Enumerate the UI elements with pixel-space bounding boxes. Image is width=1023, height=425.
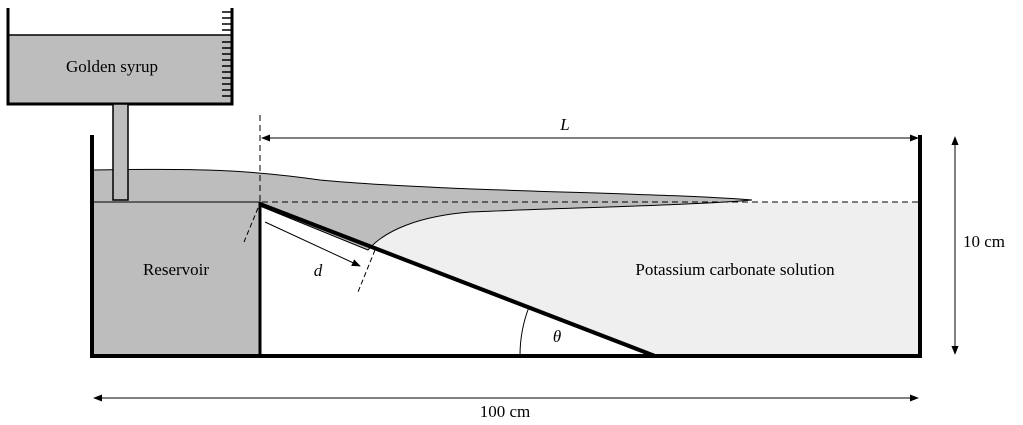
angle-label: θ [553, 327, 561, 346]
reservoir-fill [92, 202, 260, 356]
diagram: Golden syrup L d θ Reservoir Potassium c… [0, 0, 1023, 425]
reservoir-label: Reservoir [143, 260, 209, 279]
syrup-label: Golden syrup [66, 57, 158, 76]
length-label: L [559, 115, 569, 134]
d-tick [358, 250, 375, 292]
pipe [113, 104, 128, 200]
scale-ticks [222, 12, 232, 96]
d-label: d [314, 261, 323, 280]
width-label: 100 cm [480, 402, 531, 421]
height-label: 10 cm [963, 232, 1005, 251]
angle-arc [520, 307, 529, 356]
page: {"labels": {"syrup": "Golden syrup", "le… [0, 0, 1023, 425]
solution-label: Potassium carbonate solution [635, 260, 835, 279]
